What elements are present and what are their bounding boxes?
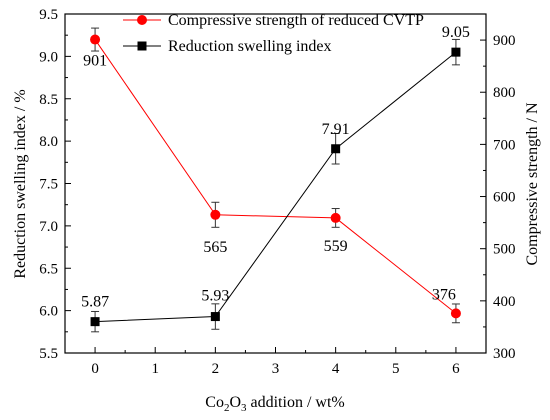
data-label: 559	[324, 238, 348, 255]
y-right-tick-label: 500	[493, 242, 516, 258]
x-tick-label: 0	[91, 361, 99, 377]
series-line	[94, 39, 457, 314]
data-point	[330, 212, 341, 223]
y-left-tick-label: 9.0	[39, 49, 58, 65]
y-axis-title-left: Reduction swelling index / %	[12, 89, 29, 278]
x-tick-label: 5	[392, 361, 400, 377]
data-label: 901	[83, 53, 107, 70]
y-right-tick-label: 600	[493, 190, 516, 206]
legend: Compressive strength of reduced CVTP Redu…	[123, 12, 424, 55]
data-point	[90, 317, 100, 327]
legend-marker	[137, 41, 147, 51]
data-label: 7.91	[322, 121, 350, 138]
data-label: 5.93	[201, 288, 229, 305]
data-point	[210, 312, 220, 322]
y-left-tick-label: 8.0	[39, 134, 58, 150]
legend-marker	[137, 15, 147, 25]
data-label: 376	[432, 286, 456, 303]
y-left-tick-label: 6.0	[39, 304, 58, 320]
x-tick-label: 1	[151, 361, 159, 377]
y-right-tick-label: 800	[493, 85, 516, 101]
y-left-tick-label: 5.5	[39, 346, 58, 362]
data-point	[331, 144, 341, 154]
data-point	[90, 34, 101, 45]
y-left-tick-label: 6.5	[39, 261, 58, 277]
y-right-tick-label: 400	[493, 294, 516, 310]
plot-frame	[64, 13, 487, 354]
series-line	[95, 51, 457, 323]
y-axis-title-right: Compressive strength / N	[524, 102, 541, 266]
x-tick-label: 4	[332, 361, 340, 377]
y-right-tick-label: 700	[493, 137, 516, 153]
ticks: 0 1 2 3 4 5 6 5.5 6.0 6.5 7.0 7.5 8.0 8.5 9.0 9.5 300 400…	[39, 7, 515, 377]
y-left-tick-label: 9.5	[39, 7, 58, 23]
data-label: 9.05	[442, 24, 470, 41]
y-left-tick-label: 7.5	[39, 177, 58, 193]
x-tick-label: 2	[212, 361, 220, 377]
data-point	[210, 209, 221, 220]
data-point	[451, 47, 461, 57]
legend-label: Compressive strength of reduced CVTP	[168, 12, 424, 29]
y-right-tick-label: 300	[493, 346, 516, 362]
y-left-tick-label: 7.0	[39, 219, 58, 235]
x-tick-label: 6	[452, 361, 460, 377]
data-label: 565	[203, 239, 227, 256]
labels-layer: 901 565 559 376 5.87 5.93 7.91 9.05	[81, 24, 470, 311]
y-left-tick-label: 8.5	[39, 92, 58, 108]
x-tick-label: 3	[272, 361, 280, 377]
y-right-tick-label: 900	[493, 33, 516, 49]
x-axis-title: Co2O3 addition / wt%	[205, 394, 344, 414]
legend-label: Reduction swelling index	[168, 38, 332, 55]
data-label: 5.87	[81, 294, 109, 311]
series-layer	[90, 27, 461, 333]
data-point	[450, 308, 461, 319]
